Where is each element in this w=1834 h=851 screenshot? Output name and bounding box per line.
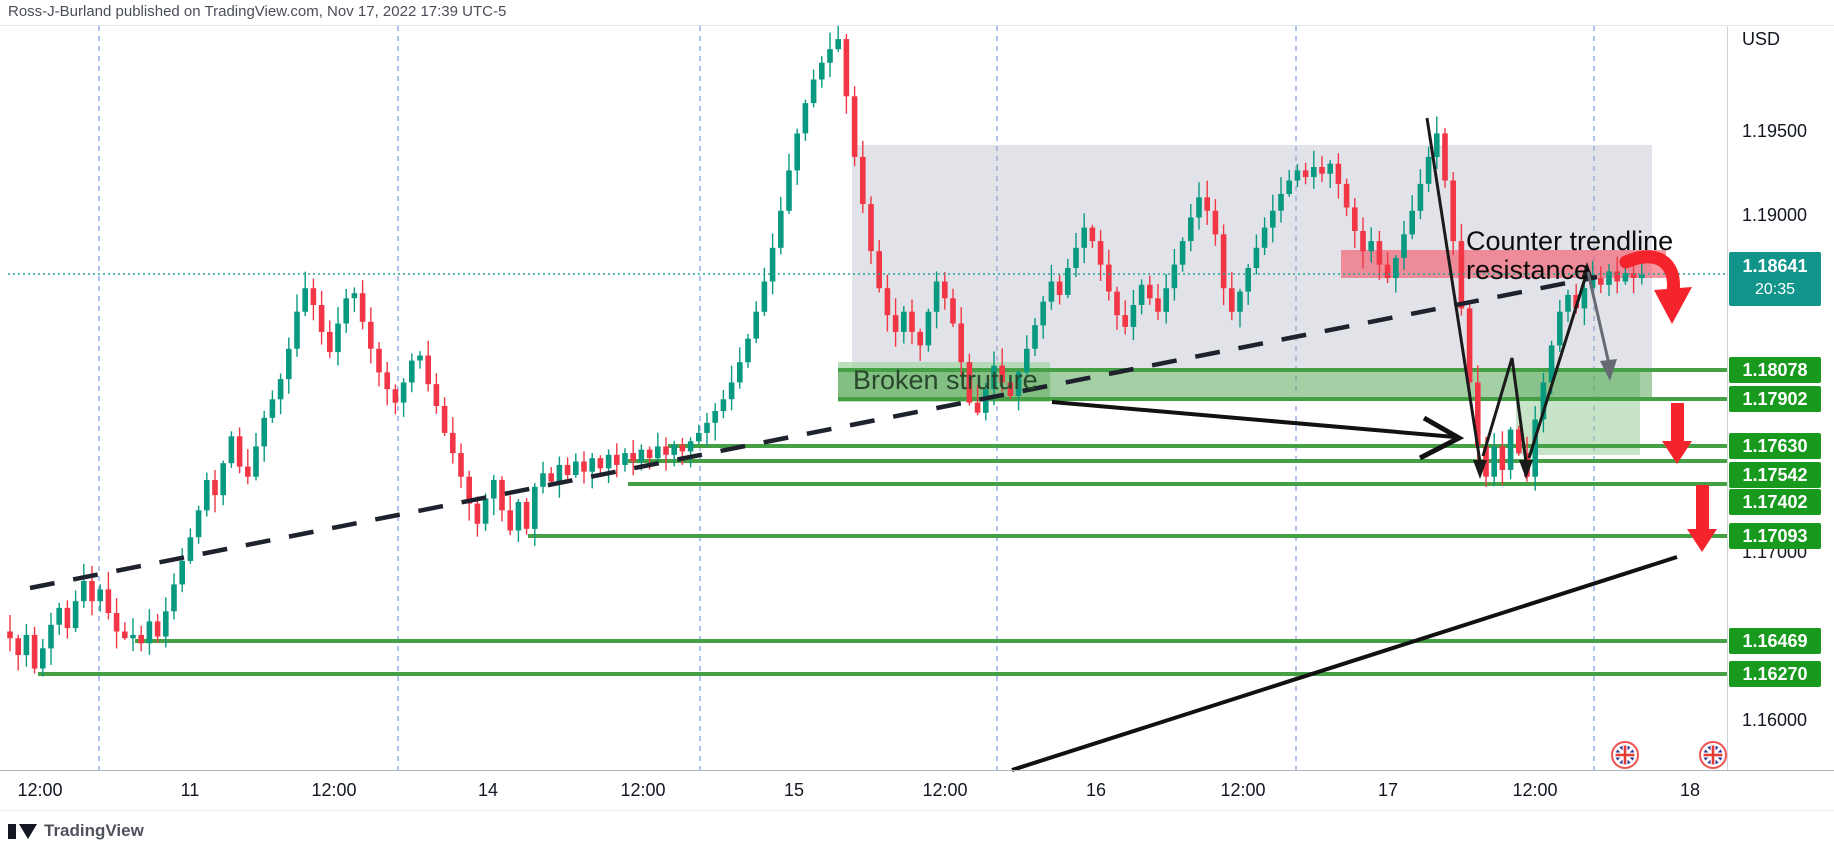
level-badge[interactable]: 1.18078 — [1729, 357, 1821, 383]
level-badge[interactable]: 1.17093 — [1729, 523, 1821, 549]
time-tick: 14 — [477, 780, 499, 800]
time-tick: 11 — [180, 780, 200, 800]
tradingview-logo-link[interactable]: TradingView — [8, 819, 144, 843]
counter-line2: resistance — [1466, 255, 1590, 285]
chart-pane[interactable] — [0, 0, 1727, 812]
price-tick: 1.19500 — [1742, 121, 1808, 141]
level-badge[interactable]: 1.17630 — [1729, 433, 1821, 459]
counter-line1: Counter trendline — [1466, 226, 1674, 256]
level-badge[interactable]: 1.17542 — [1729, 462, 1821, 488]
gbp-flag-marker[interactable] — [1611, 741, 1639, 769]
time-tick: 12:00 — [1220, 780, 1266, 800]
price-path-zigzag-annotation[interactable] — [1425, 117, 1617, 479]
time-tick: 12:00 — [311, 780, 357, 800]
price-tick: 1.16000 — [1742, 710, 1808, 730]
current-price: 1.18641 — [1742, 256, 1808, 276]
current-price-badge[interactable]: 1.18641 20:35 — [1729, 252, 1821, 306]
publish-header: Ross-J-Burland published on TradingView.… — [0, 0, 1834, 26]
support-level-lines[interactable] — [38, 368, 1727, 676]
down-arrowhead-icon — [1519, 460, 1533, 479]
price-tick: 1.19000 — [1742, 205, 1808, 225]
red-rejection-curved-arrow[interactable] — [1619, 250, 1692, 324]
broken-structure-arrow[interactable] — [1051, 400, 1465, 461]
counter-trendline-annotation[interactable]: Counter trendline resistance — [1466, 227, 1696, 285]
brand-text: TradingView — [44, 821, 144, 840]
currency-label: USD — [1742, 29, 1781, 49]
broken-structure-annotation[interactable]: Broken struture — [853, 365, 1038, 395]
time-tick: 12:00 — [1512, 780, 1558, 800]
gray-down-arrowhead-icon — [1600, 359, 1617, 381]
broken-rising-dashed-trendline[interactable] — [29, 274, 1598, 591]
tradingview-logo-icon — [8, 824, 37, 839]
level-badge[interactable]: 1.17402 — [1729, 489, 1821, 515]
time-tick: 17 — [1377, 780, 1399, 800]
time-tick: 16 — [1085, 780, 1107, 800]
level-badge[interactable]: 1.16270 — [1729, 661, 1821, 687]
down-arrowhead-icon — [1473, 460, 1487, 479]
candlesticks — [7, 17, 1645, 677]
time-tick: 12:00 — [922, 780, 968, 800]
level-badge[interactable]: 1.17902 — [1729, 386, 1821, 412]
lower-rising-solid-trendline[interactable] — [1011, 555, 1678, 772]
level-badge[interactable]: 1.16469 — [1729, 628, 1821, 654]
time-axis[interactable]: 12:00 11 12:00 14 12:00 15 12:00 16 12:0… — [0, 770, 1834, 811]
time-tick: 12:00 — [17, 780, 63, 800]
time-tick: 12:00 — [620, 780, 666, 800]
time-tick: 18 — [1679, 780, 1701, 800]
gbp-flag-marker[interactable] — [1699, 741, 1727, 769]
publish-line: Ross-J-Burland published on TradingView.… — [8, 3, 507, 20]
current-time: 20:35 — [1754, 281, 1796, 298]
footer-bar: TradingView — [0, 810, 1834, 851]
red-down-arrow-1[interactable] — [1662, 403, 1692, 464]
time-tick: 15 — [783, 780, 805, 800]
red-down-arrow-2[interactable] — [1687, 485, 1717, 552]
